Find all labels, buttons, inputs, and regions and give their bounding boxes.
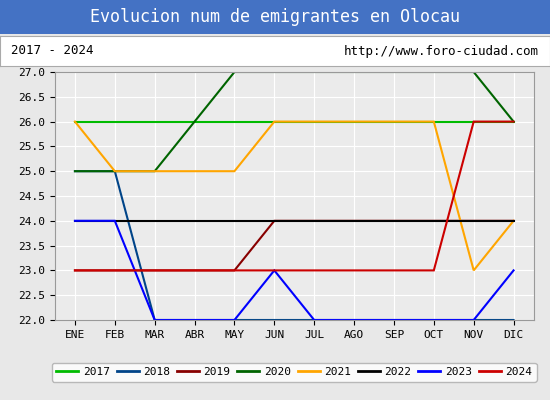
Text: Evolucion num de emigrantes en Olocau: Evolucion num de emigrantes en Olocau xyxy=(90,8,460,26)
Text: http://www.foro-ciudad.com: http://www.foro-ciudad.com xyxy=(344,44,539,58)
Legend: 2017, 2018, 2019, 2020, 2021, 2022, 2023, 2024: 2017, 2018, 2019, 2020, 2021, 2022, 2023… xyxy=(52,363,537,382)
Text: 2017 - 2024: 2017 - 2024 xyxy=(11,44,94,58)
